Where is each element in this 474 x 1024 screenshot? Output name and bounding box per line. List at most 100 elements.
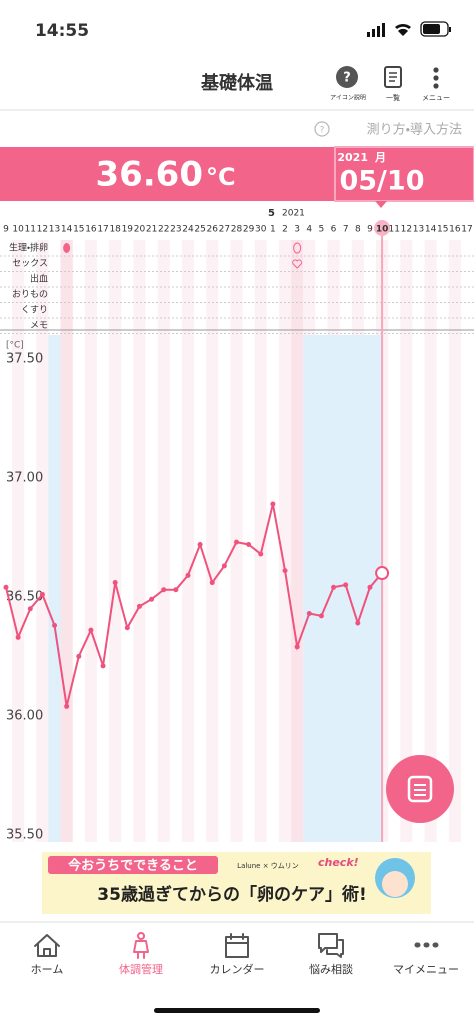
status-time: 14:55 — [35, 21, 89, 41]
temperature-point — [100, 663, 106, 669]
x-tick-label: 19 — [122, 225, 134, 235]
temperature-point — [161, 587, 167, 593]
column-stripe — [133, 240, 146, 842]
y-tick-label: 36.00 — [6, 708, 43, 723]
x-tick-label: 21 — [146, 225, 157, 235]
ad-tag: check! — [318, 856, 359, 869]
x-tick-label: 22 — [158, 225, 169, 235]
row-label: メモ — [30, 321, 48, 331]
moon-icon — [340, 243, 346, 253]
column-stripe — [181, 240, 195, 842]
column-stripe — [206, 240, 219, 842]
temperature-point — [270, 501, 276, 507]
temperature-point — [173, 587, 179, 593]
nav-label: 体調管理 — [119, 962, 163, 976]
x-tick-label: 23 — [170, 225, 181, 235]
nav-item[interactable]: 悩み相談 — [309, 933, 353, 976]
date: 05/10 — [339, 166, 424, 197]
column-stripe — [400, 240, 413, 842]
temperature-point — [197, 541, 203, 547]
sex-icon — [292, 259, 303, 269]
today-pointer — [375, 201, 387, 208]
x-tick-label: 24 — [182, 225, 194, 235]
nav-item[interactable]: カレンダー — [210, 933, 265, 976]
x-tick-label: 20 — [134, 225, 146, 235]
temperature-point — [209, 580, 215, 586]
x-tick-label: 15 — [437, 225, 448, 235]
temperature-point — [3, 584, 9, 590]
icon-list[interactable]: 一覧 — [384, 66, 402, 102]
icon-menu[interactable]: メニュー — [422, 67, 450, 102]
bottom-nav: ホーム 体調管理 カレンダー 悩み相談 マイメニュー — [31, 932, 459, 976]
x-tick-label: 3 — [294, 225, 300, 235]
temperature-point — [112, 580, 118, 586]
x-tick-label: 4 — [306, 225, 312, 235]
svg-text:?: ? — [320, 126, 325, 136]
row-label: 出血 — [30, 273, 48, 285]
nav-label: マイメニュー — [393, 963, 459, 976]
temperature-point — [39, 591, 45, 597]
column-stripe — [424, 240, 437, 842]
temperature-point[interactable] — [375, 566, 390, 581]
icon-help[interactable]: ? アイコン説明 — [330, 66, 366, 102]
period-band — [48, 335, 61, 842]
nav-item[interactable]: 体調管理 — [119, 932, 163, 976]
y-tick-label: 37.50 — [6, 351, 43, 366]
strip-month: 5 — [268, 208, 275, 219]
moon-icon — [316, 243, 322, 253]
column-stripe — [36, 240, 49, 842]
row-label: セックス — [12, 258, 48, 269]
date-box — [334, 146, 474, 202]
nav-icon — [34, 934, 60, 957]
temperature-point — [343, 582, 349, 588]
y-axis-label: [°C] — [6, 341, 24, 351]
x-tick-label: 16 — [85, 225, 97, 235]
nav-label: 悩み相談 — [309, 962, 353, 976]
nav-item[interactable]: ホーム — [31, 934, 64, 976]
year: 2021 — [337, 151, 368, 164]
nav-icon — [225, 933, 249, 958]
nav-icon — [133, 932, 149, 959]
help-link[interactable]: ? 測り方・導入方法 — [314, 121, 462, 138]
row-label: くすり — [21, 305, 48, 316]
nav-icon — [318, 933, 344, 958]
x-tick-label: 6 — [331, 225, 337, 235]
header-title: 基礎体温 — [200, 72, 273, 94]
temperature-point — [258, 551, 264, 557]
temperature-point — [27, 606, 33, 612]
temperature-point — [185, 572, 191, 578]
temperature-point — [331, 584, 337, 590]
x-tick-label: 28 — [231, 225, 243, 235]
x-tick-label: 1 — [270, 225, 276, 235]
column-stripe — [12, 240, 25, 842]
nav-item[interactable]: マイメニュー — [393, 942, 459, 976]
temperature-point — [234, 539, 239, 545]
x-tick-label: 29 — [243, 225, 255, 235]
x-tick-label: 15 — [73, 225, 84, 235]
month-label: 月 — [374, 151, 386, 164]
strip-year: 2021 — [282, 209, 305, 219]
temperature-point — [318, 613, 324, 619]
y-tick-label: 35.50 — [6, 827, 43, 842]
x-tick-label: 9 — [367, 225, 373, 235]
nav-label: カレンダー — [210, 962, 265, 976]
x-tick-label: 12 — [401, 225, 412, 235]
home-indicator — [154, 1008, 320, 1013]
column-stripe — [157, 240, 170, 842]
x-tick-label: 14 — [61, 225, 73, 235]
x-tick-label: 26 — [207, 225, 219, 235]
x-tick-label: 14 — [425, 225, 437, 235]
help-link-text: 測り方・導入方法 — [367, 122, 462, 138]
x-tick-label: 30 — [255, 225, 267, 235]
ad-brand: Lalune × ウムリン — [237, 862, 299, 870]
ad-banner[interactable]: 今おうちでできること Lalune × ウムリン check! 35歳過ぎてから… — [42, 852, 431, 914]
temperature-point — [246, 541, 252, 547]
period-icon — [63, 243, 71, 253]
x-tick-label: 9 — [3, 225, 9, 235]
temperature-point — [64, 703, 70, 709]
icon-label: 一覧 — [386, 93, 400, 102]
memo-button[interactable] — [386, 755, 454, 823]
x-tick-label: 18 — [109, 225, 121, 235]
